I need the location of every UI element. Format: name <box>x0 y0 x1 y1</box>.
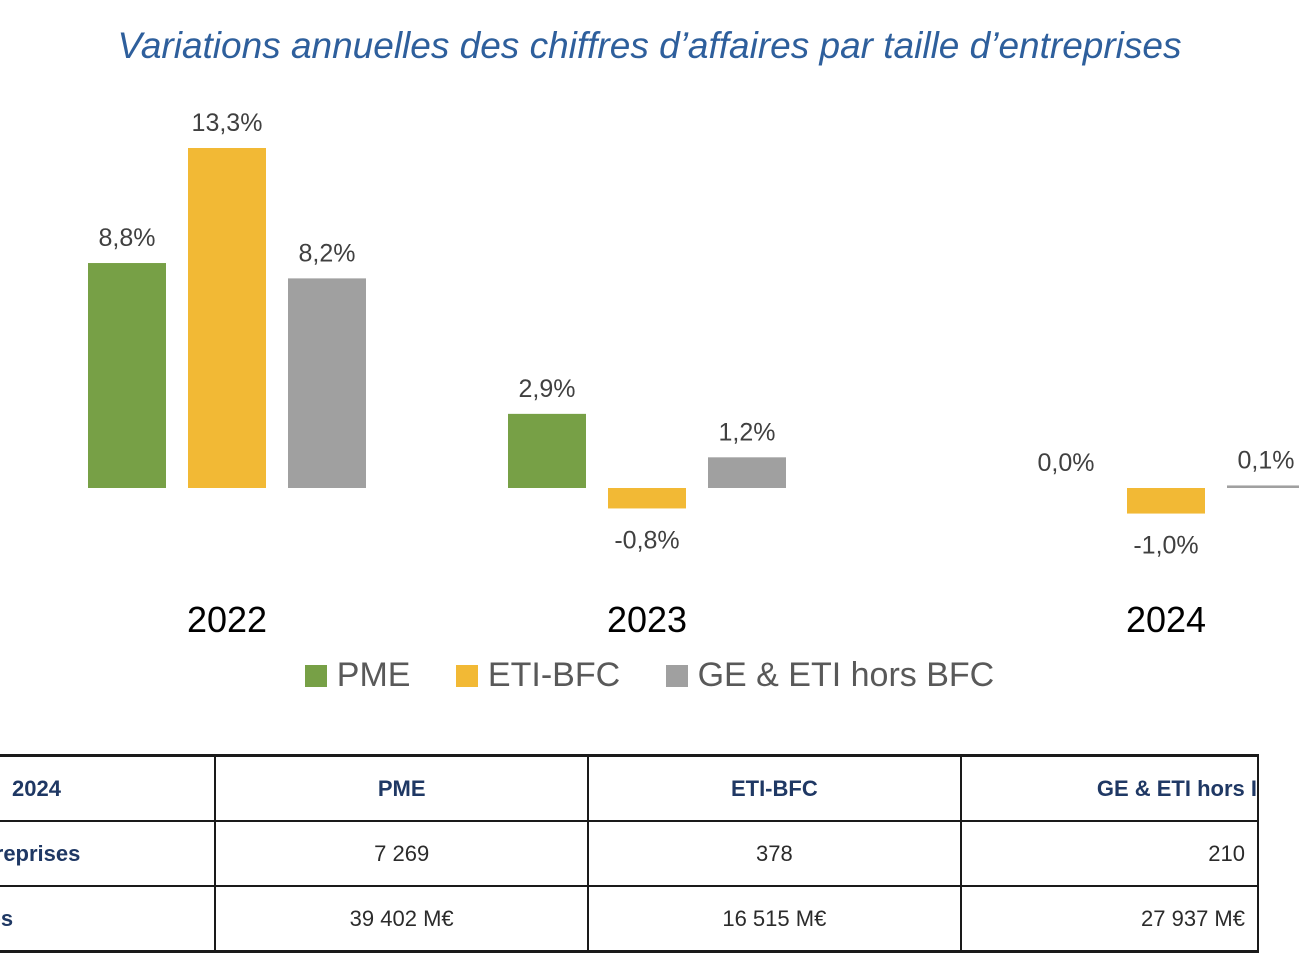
data-label-ge-eti-hors-bfc-2023: 1,2% <box>719 418 776 446</box>
legend-item-ge-eti: GE & ETI hors BFC <box>665 656 995 695</box>
bar-chart: 8,8% 2,9% 0,0% 13,3% -0,8% -1,0% 8,2% 1,2% 0,1% 2… <box>88 109 1299 640</box>
table-row: ires 39 402 M€ 16 515 M€ 27 937 M€ <box>0 885 1260 953</box>
bar-pme-2022 <box>88 263 166 488</box>
table-header-ge-eti: GE & ETI hors I <box>959 754 1260 822</box>
data-label-eti-bfc-2024: -1,0% <box>1133 532 1198 560</box>
chart-legend: PME ETI-BFC GE & ETI hors BFC <box>0 656 1299 696</box>
legend-swatch-eti-bfc <box>455 664 478 687</box>
data-label-eti-bfc-2022: 13,3% <box>192 109 263 137</box>
legend-label-pme: PME <box>336 656 411 694</box>
data-label-pme-2023: 2,9% <box>519 375 576 403</box>
table-row-label: ires <box>0 885 217 953</box>
chart-title: Variations annuelles des chiffres d’affa… <box>117 25 1182 66</box>
legend-swatch-ge-eti <box>665 664 688 687</box>
data-label-pme-2022: 8,8% <box>99 224 156 252</box>
legend-item-pme: PME <box>304 656 411 695</box>
legend-label-eti-bfc: ETI-BFC <box>487 656 621 694</box>
table-cell: 210 <box>959 820 1260 887</box>
data-label-ge-eti-hors-bfc-2022: 8,2% <box>299 239 356 267</box>
legend-swatch-pme <box>304 664 327 687</box>
table-cell: 16 515 M€ <box>587 885 962 953</box>
data-label-ge-eti-hors-bfc-2024: 0,1% <box>1238 446 1295 474</box>
category-label-2024: 2024 <box>1126 599 1206 640</box>
bar-pme-2023 <box>508 413 586 488</box>
table-header-pme: PME <box>214 754 589 822</box>
table-cell: 27 937 M€ <box>959 885 1260 953</box>
table-row: ntreprises 7 269 378 210 <box>0 820 1260 887</box>
table-row-label: ntreprises <box>0 820 217 887</box>
legend-label-ge-eti: GE & ETI hors BFC <box>697 656 995 694</box>
table-header-row: 2024 PME ETI-BFC GE & ETI hors I <box>0 754 1260 822</box>
legend-item-eti-bfc: ETI-BFC <box>455 656 621 695</box>
summary-table: 2024 PME ETI-BFC GE & ETI hors I ntrepri… <box>0 754 1260 953</box>
table-header-eti-bfc: ETI-BFC <box>587 754 962 822</box>
data-label-eti-bfc-2023: -0,8% <box>614 526 679 554</box>
bar-eti-bfc-2024 <box>1127 488 1205 514</box>
bar-ge-eti-hors-bfc-2022 <box>288 278 366 488</box>
table-cell: 7 269 <box>214 820 589 887</box>
bar-eti-bfc-2023 <box>608 488 686 509</box>
bar-eti-bfc-2022 <box>188 148 266 488</box>
category-label-2022: 2022 <box>187 599 267 640</box>
category-label-2023: 2023 <box>607 599 687 640</box>
table-header-year: 2024 <box>0 754 217 822</box>
table-cell: 39 402 M€ <box>214 885 589 953</box>
table-cell: 378 <box>587 820 962 887</box>
bar-ge-eti-hors-bfc-2023 <box>708 457 786 488</box>
bar-ge-eti-hors-bfc-2024 <box>1227 485 1299 488</box>
data-label-pme-2024: 0,0% <box>1038 449 1095 477</box>
